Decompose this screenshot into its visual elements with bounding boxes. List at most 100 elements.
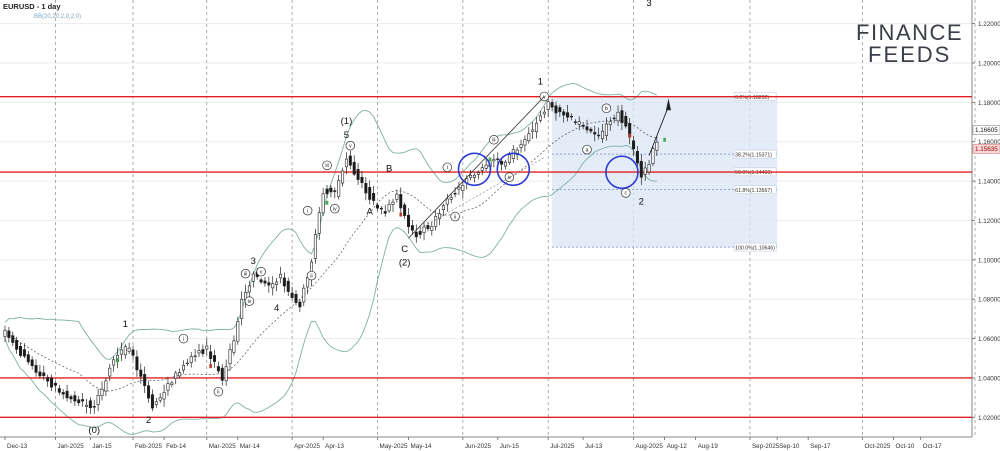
candle-body [589,128,593,132]
candle-body [247,285,251,293]
candle-body [11,335,15,343]
wave-badge [306,270,317,281]
candle-body [294,293,298,303]
candle-body [298,301,302,308]
time-tick-label: Jul-13 [585,443,603,450]
time-tick-label: Aug-12 [667,443,688,450]
brand-logo: FINANCE FEEDS [856,20,962,67]
candle-body [430,226,434,231]
candle-body [205,345,209,350]
highlight-circles [457,152,639,190]
candle-body [558,107,562,113]
candle-body [426,225,430,229]
time-axis: Dec-13 Jan-2025 Jan-15 Feb-2025 Feb-14 Mar-20… [4,437,942,450]
candle-body [383,211,387,214]
signal-marker [663,137,666,142]
signal-marker [116,358,119,363]
candle-body [178,372,182,377]
fib-level-label: 38.2%(1.15371) [735,152,772,158]
candle-body [42,372,46,377]
time-tick-label: Jun-2025 [465,443,492,450]
time-tick-label: Jan-15 [92,443,112,450]
candle-body [597,134,601,137]
candle-body [554,105,558,114]
candle-body [519,144,523,148]
wave-badge-label: a [586,147,589,153]
candle-body [616,111,620,122]
candle-body [507,154,511,163]
wave-badge-label: ii [217,390,219,396]
candle-body [457,186,461,190]
candle-body [57,388,61,393]
candle-body [197,350,201,354]
wave-label: 2 [146,415,151,426]
time-tick-label: Aug-2025 [636,443,664,450]
candle-body [216,366,220,372]
candle-body [236,321,240,342]
candle-body [271,283,275,289]
candle-body [19,345,23,356]
time-tick-label: Apr-13 [325,443,344,450]
candle-body [286,280,290,292]
wave-badge-label: iv [508,175,512,181]
candle-body [453,193,457,195]
candle-body [469,175,473,178]
highlight-circle [605,155,639,190]
wave-badge [601,103,612,114]
price-tick-label: 1.14000 [978,179,1000,186]
candle-body [364,183,368,194]
wave-label: 3 [251,256,256,267]
candle-body [22,349,26,357]
wave-label: C [401,244,408,255]
candle-body [69,396,73,400]
signal-marker [628,133,631,138]
candle-body [158,397,162,401]
time-tick-label: Oct-2025 [864,443,890,450]
candle-body [410,225,414,231]
wave-badge [450,211,460,222]
price-tick-label: 1.22000 [978,21,1000,28]
candle-body [220,367,224,381]
candle-body [441,205,445,210]
candle-body [581,125,585,127]
time-tick-label: Sep-10 [779,443,800,450]
candle-body [480,167,484,171]
wave-label: 4 [274,303,279,314]
price-tick-label: 1.20000 [978,60,1000,67]
candle-body [26,354,30,363]
time-tick-label: Sep-2025 [752,443,780,450]
time-tick-label: Mar-14 [240,443,260,450]
candle-body [317,212,321,234]
candle-body [224,366,228,382]
candle-body [476,172,480,175]
wave-badge [178,333,189,344]
candle-body [492,159,496,162]
candle-body [30,359,34,366]
candle-body [535,122,539,133]
candle-body [119,349,123,355]
candle-body [259,279,263,283]
candle-body [352,161,356,175]
candle-body [348,155,352,166]
candle-body [438,213,442,220]
candle-body [174,372,178,379]
wave-label: (1) [341,116,353,127]
candle-body [418,231,422,235]
candle-body [333,190,337,192]
time-tick-label: Jun-15 [500,443,520,450]
grid [0,0,976,438]
candle-body [112,359,116,366]
candle-body [313,234,317,259]
price-tick-label: 1.02000 [978,415,1000,422]
wave-badge [302,205,313,216]
candle-body [562,111,566,116]
time-tick-label: Oct-17 [923,443,942,450]
candle-body [651,148,655,164]
candle-body [321,193,325,214]
candle-body [278,273,282,279]
candle-body [166,383,170,391]
candle-body [434,216,438,227]
time-tick-label: Aug-19 [698,443,719,450]
candle-body [209,351,213,359]
candle-body [531,129,535,132]
